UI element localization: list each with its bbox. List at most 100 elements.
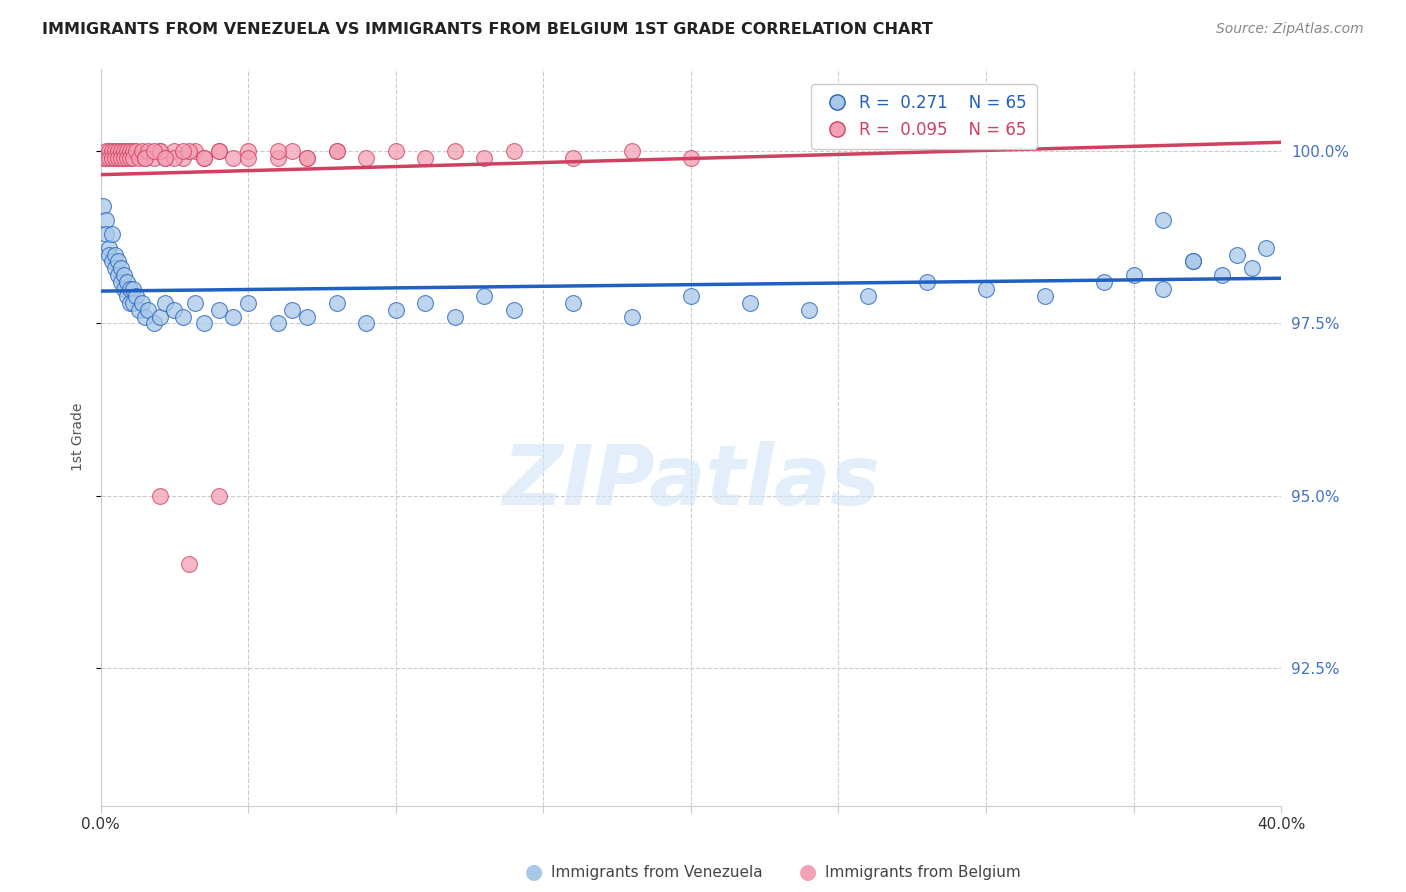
Point (110, 261, 132, 276)
Point (1152, 282, 1174, 296)
Point (122, 151, 145, 165)
Point (1211, 268, 1233, 282)
Text: Immigrants from Venezuela: Immigrants from Venezuela (551, 865, 763, 880)
Point (797, 302, 820, 317)
Point (110, 144, 132, 158)
Point (107, 151, 129, 165)
Point (96, 151, 118, 165)
Point (561, 151, 583, 165)
Point (107, 144, 129, 158)
Point (856, 289, 879, 303)
Point (295, 310, 318, 324)
Point (142, 317, 165, 331)
Legend: R =  0.271    N = 65, R =  0.095    N = 65: R = 0.271 N = 65, R = 0.095 N = 65 (811, 84, 1036, 149)
Point (502, 144, 524, 158)
Point (172, 310, 194, 324)
Point (96, 144, 118, 158)
Point (101, 227, 124, 241)
Point (738, 295, 761, 310)
Point (115, 289, 138, 303)
Point (115, 151, 138, 165)
Point (96, 227, 118, 241)
Point (236, 295, 259, 310)
Point (122, 144, 145, 158)
Point (134, 151, 156, 165)
Point (134, 310, 156, 324)
Point (112, 144, 135, 158)
Point (148, 489, 170, 503)
Point (125, 144, 148, 158)
Point (193, 151, 215, 165)
Point (93, 151, 115, 165)
Point (112, 151, 135, 165)
Point (236, 151, 259, 165)
Point (193, 151, 215, 165)
Point (1181, 254, 1204, 268)
Point (325, 144, 347, 158)
Point (413, 295, 436, 310)
Point (112, 268, 135, 282)
Point (136, 302, 159, 317)
Point (193, 317, 215, 331)
Point (110, 151, 132, 165)
Point (354, 317, 377, 331)
Point (236, 144, 259, 158)
Point (222, 151, 245, 165)
Point (155, 151, 177, 165)
Point (104, 144, 127, 158)
Point (1240, 261, 1263, 276)
Point (134, 151, 156, 165)
Point (679, 289, 702, 303)
Point (136, 144, 159, 158)
Text: ●: ● (800, 863, 817, 882)
Point (142, 151, 165, 165)
Point (184, 295, 207, 310)
Point (118, 282, 141, 296)
Point (96, 213, 118, 227)
Point (1033, 289, 1056, 303)
Point (1226, 247, 1249, 261)
Point (207, 144, 229, 158)
Point (281, 302, 304, 317)
Point (172, 144, 194, 158)
Point (122, 295, 145, 310)
Point (679, 151, 702, 165)
Point (443, 310, 465, 324)
Point (177, 558, 200, 572)
Point (131, 144, 153, 158)
Point (98, 247, 121, 261)
Point (184, 144, 207, 158)
Point (620, 144, 643, 158)
Point (148, 144, 170, 158)
Point (98, 144, 121, 158)
Point (131, 295, 153, 310)
Text: IMMIGRANTS FROM VENEZUELA VS IMMIGRANTS FROM BELGIUM 1ST GRADE CORRELATION CHART: IMMIGRANTS FROM VENEZUELA VS IMMIGRANTS … (42, 22, 934, 37)
Point (1152, 213, 1174, 227)
Point (472, 151, 495, 165)
Y-axis label: 1st Grade: 1st Grade (72, 403, 86, 471)
Point (112, 282, 135, 296)
Point (107, 254, 129, 268)
Point (110, 275, 132, 289)
Text: ZIPatlas: ZIPatlas (502, 441, 880, 522)
Point (502, 302, 524, 317)
Point (148, 310, 170, 324)
Point (915, 275, 938, 289)
Point (1122, 268, 1144, 282)
Point (115, 144, 138, 158)
Point (101, 254, 124, 268)
Point (177, 144, 200, 158)
Point (163, 302, 186, 317)
Point (295, 151, 318, 165)
Point (93, 199, 115, 213)
Point (1256, 241, 1278, 255)
Point (207, 302, 229, 317)
Point (101, 151, 124, 165)
Point (1092, 275, 1115, 289)
Point (384, 144, 406, 158)
Point (325, 295, 347, 310)
Point (122, 282, 145, 296)
Point (974, 282, 997, 296)
Point (266, 144, 288, 158)
Point (207, 489, 229, 503)
